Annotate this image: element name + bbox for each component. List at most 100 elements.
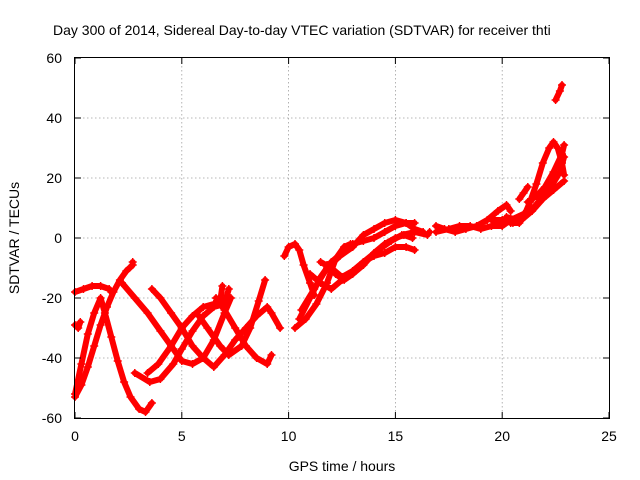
data-point-marker	[218, 282, 227, 290]
data-point-marker	[380, 228, 389, 236]
data-point-marker	[169, 360, 178, 368]
data-point-marker	[77, 360, 86, 368]
x-tick-label: 5	[178, 428, 186, 444]
series-layer	[71, 81, 569, 416]
data-point-marker	[359, 258, 368, 266]
data-point-marker	[502, 213, 511, 221]
data-point-marker	[348, 267, 357, 275]
data-point-marker	[147, 399, 156, 407]
data-point-marker	[558, 150, 566, 158]
data-point-marker	[276, 324, 285, 332]
data-point-marker	[502, 201, 511, 209]
data-point-marker	[199, 303, 208, 311]
data-point-marker	[90, 342, 99, 350]
data-point-marker	[515, 195, 524, 203]
series-arc-23	[523, 141, 569, 206]
data-point-marker	[549, 138, 558, 146]
data-point-marker	[135, 405, 144, 413]
data-point-marker	[128, 258, 137, 266]
series-arc-24	[515, 183, 532, 203]
data-point-marker	[312, 300, 321, 308]
data-point-marker	[560, 177, 569, 185]
y-tick-label: 60	[46, 50, 62, 66]
data-point-marker	[263, 303, 272, 311]
x-tick-label: 20	[494, 428, 510, 444]
y-axis-title: SDTVAR / TECUs	[6, 182, 22, 294]
data-point-marker	[188, 360, 197, 368]
data-point-marker	[370, 234, 378, 242]
data-point-marker	[177, 345, 186, 353]
data-point-marker	[528, 207, 537, 215]
data-point-marker	[96, 282, 105, 290]
data-point-marker	[327, 285, 336, 293]
series-arc-9	[194, 276, 270, 359]
series-track	[72, 295, 155, 415]
data-point-marker	[220, 306, 229, 314]
data-point-marker	[83, 330, 92, 338]
data-point-marker	[284, 243, 293, 251]
ticks: 0 5 10 15 20 25 -60 -40 -20 0 20 40 60	[42, 50, 617, 444]
data-point-marker	[327, 264, 336, 272]
data-point-marker	[335, 252, 344, 260]
data-point-marker	[391, 243, 400, 251]
data-point-marker	[532, 180, 541, 188]
data-point-marker	[254, 297, 263, 305]
data-point-marker	[532, 192, 541, 200]
data-point-marker	[306, 279, 314, 287]
series-arc-22	[506, 177, 569, 227]
data-point-marker	[83, 363, 92, 371]
data-point-marker	[523, 183, 532, 191]
y-tick-label: 20	[46, 170, 62, 186]
data-point-marker	[545, 144, 554, 152]
x-tick-label: 10	[281, 428, 297, 444]
data-point-marker	[143, 309, 152, 317]
series-arc-1	[71, 282, 116, 296]
data-point-marker	[224, 285, 233, 293]
data-point-marker	[310, 285, 319, 293]
data-point-marker	[432, 228, 440, 236]
y-tick-label: 0	[54, 230, 62, 246]
data-point-marker	[246, 324, 255, 332]
data-point-marker	[109, 288, 118, 296]
data-point-marker	[402, 219, 411, 227]
data-point-marker	[156, 327, 165, 335]
series-track	[195, 277, 269, 358]
data-point-marker	[506, 219, 515, 227]
data-point-marker	[141, 408, 150, 416]
x-tick-label: 0	[71, 428, 79, 444]
data-point-marker	[540, 183, 549, 191]
data-point-marker	[231, 324, 240, 332]
data-point-marker	[551, 96, 560, 104]
data-point-marker	[118, 279, 126, 287]
data-point-marker	[410, 246, 419, 254]
data-point-marker	[410, 228, 419, 236]
data-point-marker	[130, 369, 139, 377]
data-point-marker	[455, 222, 464, 230]
series-arc-4	[71, 294, 156, 416]
series-arc-17	[316, 228, 434, 281]
data-point-marker	[261, 276, 270, 284]
data-point-marker	[107, 333, 116, 341]
data-point-marker	[177, 357, 186, 365]
data-point-marker	[297, 306, 306, 314]
data-point-marker	[100, 309, 109, 317]
data-point-marker	[126, 393, 135, 401]
y-tick-label: 40	[46, 110, 62, 126]
data-point-marker	[209, 300, 218, 308]
data-point-marker	[517, 216, 526, 224]
data-point-marker	[506, 207, 515, 215]
plot-frame	[74, 57, 610, 419]
data-point-marker	[156, 375, 165, 383]
data-point-marker	[387, 237, 396, 245]
x-tick-label: 25	[601, 428, 617, 444]
data-point-marker	[203, 324, 212, 332]
data-point-marker	[199, 354, 208, 362]
data-point-marker	[177, 324, 186, 332]
data-point-marker	[96, 321, 105, 329]
data-point-marker	[444, 225, 453, 233]
data-point-marker	[370, 225, 378, 233]
series-arc-2	[71, 318, 85, 332]
data-point-marker	[380, 219, 389, 227]
data-point-marker	[122, 267, 131, 275]
